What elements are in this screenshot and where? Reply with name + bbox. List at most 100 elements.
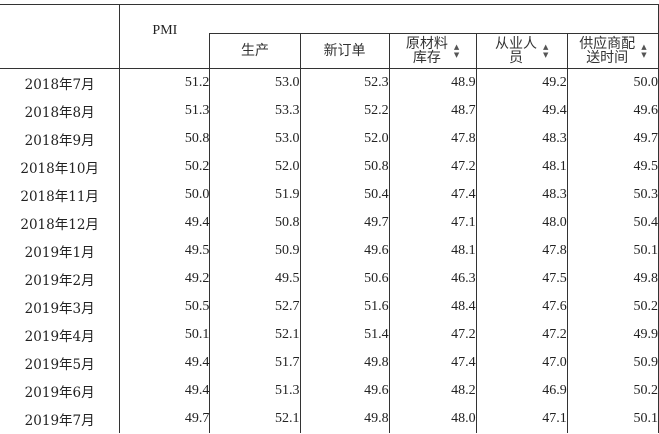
value-cell: 48.0 [388,405,477,433]
sort-updown-icon[interactable]: ▲ ▼ [543,43,548,59]
value-cell: 49.2 [119,265,210,293]
table-row: 2018年12月 49.4 50.8 49.7 47.1 48.0 50.4 [0,209,659,237]
subheader-label: 从业人员 [495,37,537,65]
value-cell: 50.8 [299,153,390,181]
value-cell: 52.0 [299,125,390,153]
sort-up-icon[interactable]: ▲ [641,43,647,51]
value-cell: 46.3 [388,265,477,293]
subheader-line: 新订单 [323,43,366,59]
month-cell: 2019年6月 [24,385,95,401]
value-cell: 49.9 [566,321,659,349]
value-cell: 49.7 [299,209,390,237]
value-cell: 52.1 [209,405,301,433]
month-cell: 2019年3月 [24,301,95,317]
subheader-line: 原材料 [405,36,448,52]
table-row: 2019年2月 49.2 49.5 50.6 46.3 47.5 49.8 [0,265,659,293]
sort-up-icon[interactable]: ▲ [543,43,549,51]
value-cell: 52.1 [209,321,301,349]
value-cell: 47.8 [475,237,568,265]
value-cell: 47.4 [388,181,477,209]
value-cell: 49.2 [475,68,568,97]
value-cell: 49.5 [209,265,301,293]
value-cell: 50.4 [299,181,390,209]
sort-down-icon[interactable]: ▼ [543,51,549,59]
value-cell: 48.3 [475,181,568,209]
value-cell: 47.0 [475,349,568,377]
sort-updown-icon[interactable]: ▲ ▼ [641,43,646,59]
subheader-2[interactable]: 原材料 库存 ▲ ▼ [388,33,477,69]
subheader-0: 生产 [209,33,301,69]
corner-cell [0,4,120,69]
value-cell: 49.4 [119,377,210,405]
value-cell: 51.7 [209,349,301,377]
value-cell: 52.3 [299,68,390,97]
pmi-header: PMI [119,4,210,69]
table-row: 2019年5月 49.4 51.7 49.8 47.4 47.0 50.9 [0,349,659,377]
value-cell: 47.4 [388,349,477,377]
table-row: 2018年10月 50.2 52.0 50.8 47.2 48.1 49.5 [0,153,659,181]
month-cell: 2018年9月 [24,133,95,149]
value-cell: 48.9 [388,68,477,97]
value-cell: 50.8 [209,209,301,237]
value-cell: 49.4 [119,209,210,237]
value-cell: 50.2 [119,153,210,181]
value-cell: 47.2 [388,321,477,349]
table-row: 2019年4月 50.1 52.1 51.4 47.2 47.2 49.9 [0,321,659,349]
value-cell: 50.1 [566,405,659,433]
value-cell: 51.3 [119,97,210,125]
value-cell: 49.6 [566,97,659,125]
sort-up-icon[interactable]: ▲ [453,43,460,51]
table-row: 2019年1月 49.5 50.9 49.6 48.1 47.8 50.1 [0,237,659,265]
value-cell: 49.4 [119,349,210,377]
value-cell: 48.7 [388,97,477,125]
subheader-line: 送时间 [586,50,629,66]
value-cell: 49.8 [299,349,390,377]
value-cell: 53.3 [209,97,301,125]
month-cell: 2018年10月 [20,161,99,177]
table-row: 2018年11月 50.0 51.9 50.4 47.4 48.3 50.3 [0,181,659,209]
month-cell: 2018年8月 [24,105,95,121]
table-row: 2018年9月 50.8 53.0 52.0 47.8 48.3 49.7 [0,125,659,153]
table-row: 2018年8月 51.3 53.3 52.2 48.7 49.4 49.6 [0,97,659,125]
sort-down-icon[interactable]: ▼ [453,51,460,59]
month-cell: 2018年12月 [20,217,99,233]
value-cell: 50.4 [566,209,659,237]
value-cell: 48.3 [475,125,568,153]
subheader-line: 供应商配 [579,36,636,52]
value-cell: 51.9 [209,181,301,209]
subheader-4[interactable]: 供应商配 送时间 ▲ ▼ [566,33,659,69]
value-cell: 50.1 [119,321,210,349]
subheader-line: 员 [509,50,524,66]
value-cell: 50.5 [119,293,210,321]
value-cell: 49.5 [119,237,210,265]
sort-down-icon[interactable]: ▼ [641,51,647,59]
value-cell: 47.2 [475,321,568,349]
sort-updown-icon[interactable]: ▲ ▼ [454,43,459,59]
value-cell: 47.2 [388,153,477,181]
value-cell: 50.8 [119,125,210,153]
subheader-line: 库存 [412,50,441,66]
pmi-table: PMI 生产 新订单 原材料 库存 ▲ ▼ 从业人员 ▲ ▼ 供应商配 送时间 ▲ ▼ 2018年7月 5… [0,4,659,433]
value-cell: 49.8 [566,265,659,293]
value-cell: 52.7 [209,293,301,321]
value-cell: 50.9 [566,349,659,377]
month-cell: 2019年5月 [24,357,95,373]
value-cell: 53.0 [209,68,301,97]
value-cell: 51.6 [299,293,390,321]
subheader-label: 原材料 库存 [406,37,448,65]
value-cell: 48.2 [388,377,477,405]
value-cell: 50.6 [299,265,390,293]
value-cell: 50.9 [209,237,301,265]
value-cell: 47.5 [475,265,568,293]
value-cell: 49.5 [566,153,659,181]
value-cell: 50.3 [566,181,659,209]
value-cell: 51.2 [119,68,210,97]
value-cell: 50.2 [566,293,659,321]
value-cell: 49.4 [475,97,568,125]
value-cell: 52.2 [299,97,390,125]
value-cell: 50.2 [566,377,659,405]
subheader-3[interactable]: 从业人员 ▲ ▼ [475,33,568,69]
value-cell: 47.8 [388,125,477,153]
value-cell: 50.0 [119,181,210,209]
month-cell: 2019年1月 [24,245,95,261]
